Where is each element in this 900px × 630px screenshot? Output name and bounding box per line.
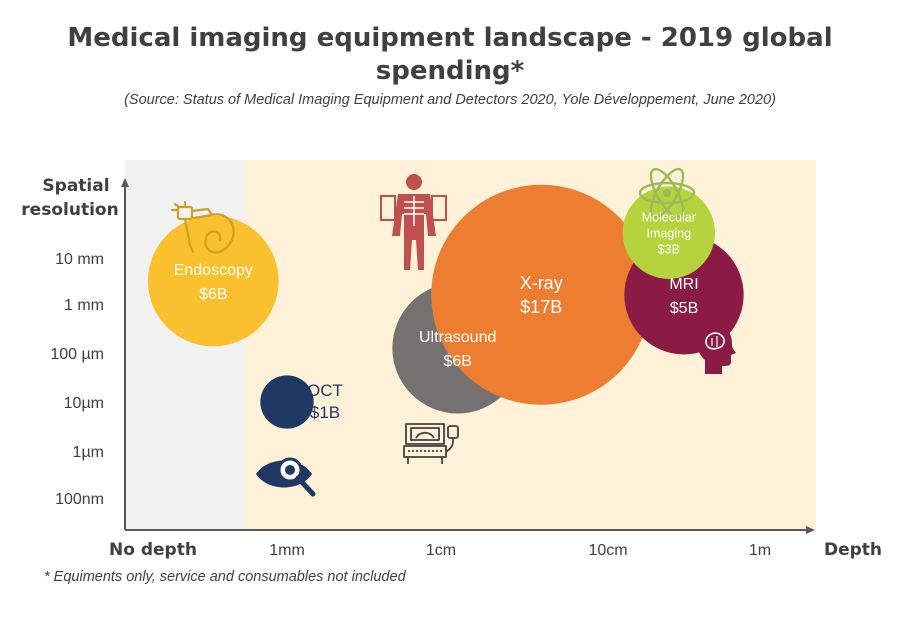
- bubble-molecular: [622, 186, 716, 279]
- x-tick-label: 1cm: [426, 542, 456, 559]
- x-tick-label: 1mm: [269, 542, 305, 559]
- bubble-label-molecular-name2: Imaging: [647, 227, 692, 241]
- x-tick-label: 10cm: [588, 542, 627, 559]
- x-axis-label: Depth: [824, 540, 882, 560]
- bubble-label-molecular-name: Molecular: [642, 211, 696, 225]
- bubble-oct: [260, 375, 314, 429]
- atom-icon: [638, 167, 696, 219]
- y-axis-arrow: [121, 178, 129, 187]
- bubble-label-molecular-value: $3B: [658, 243, 680, 257]
- bubble-label-ultrasound-name: Ultrasound: [419, 329, 496, 346]
- xray-person-icon: [380, 174, 447, 270]
- chart-title: Medical imaging equipment landscape - 20…: [0, 22, 900, 88]
- bubble-label-endoscopy-name: Endoscopy: [174, 262, 253, 279]
- bubble-label-endoscopy-value: $6B: [199, 286, 227, 303]
- x-tick-label: 1m: [749, 542, 771, 559]
- y-axis-label-line1: Spatial: [42, 176, 109, 196]
- y-axis-label-line2: resolution: [21, 200, 118, 220]
- x-tick-label: No depth: [109, 540, 197, 560]
- endoscope-icon: [170, 200, 235, 254]
- eye-magnifier-icon: [256, 457, 316, 497]
- chart-source: (Source: Status of Medical Imaging Equip…: [124, 92, 776, 108]
- x-axis-arrow: [806, 526, 815, 534]
- bubble-label-oct-value: $1B: [310, 403, 340, 422]
- y-tick-label: 100 µm: [50, 346, 104, 363]
- no-depth-region: [125, 160, 246, 530]
- bubble-label-x-ray-value: $17B: [520, 297, 562, 317]
- y-tick-label: 1 mm: [64, 297, 104, 314]
- y-tick-label: 10 mm: [55, 251, 104, 268]
- bubble-label-mri-name: MRI: [669, 276, 698, 293]
- footnote: * Equiments only, service and consumable…: [44, 569, 406, 585]
- y-tick-label: 100nm: [55, 491, 104, 508]
- bubble-label-mri-value: $5B: [670, 300, 698, 317]
- bubble-x-ray: [431, 184, 652, 405]
- brain-head-icon: [696, 324, 736, 374]
- y-tick-label: 10µm: [64, 395, 104, 412]
- chart-title-line1: Medical imaging equipment landscape - 20…: [67, 23, 833, 53]
- bubble-label-ultrasound-value: $6B: [443, 353, 471, 370]
- bubble-endoscopy: [147, 215, 279, 347]
- chart-title-line2: spending*: [375, 56, 525, 86]
- ultrasound-machine-icon: [403, 423, 459, 464]
- bubble-label-x-ray-name: X-ray: [520, 273, 563, 293]
- y-tick-label: 1µm: [73, 444, 104, 461]
- bubble-label-oct-name: OCT: [307, 381, 343, 400]
